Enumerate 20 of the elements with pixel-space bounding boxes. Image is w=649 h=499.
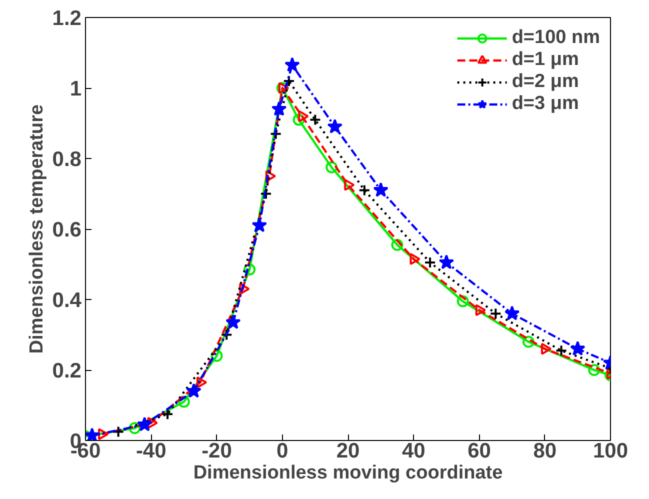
x-tick-label: 0 [276,440,288,462]
y-tick-label: 0.2 [52,360,82,382]
y-tick-label: 0.6 [52,218,82,242]
x-axis-title: Dimensionless moving coordinate [193,462,503,484]
y-tick-label: 0.4 [52,289,82,312]
legend-label: d=100 nm [512,27,600,49]
x-tick-label: 60 [468,440,491,462]
x-tick-label: -20 [202,440,232,462]
x-tick-label: 80 [533,440,557,462]
y-tick-label: 0.8 [52,148,82,171]
legend-label: d=2 μm [512,71,579,93]
legend-label: d=3 μm [512,93,579,115]
x-tick-label: 40 [402,440,426,462]
legend-label: d=1 μm [512,49,579,71]
y-tick-label: 1 [70,78,82,100]
x-tick-label: -40 [136,440,166,462]
x-tick-label: 100 [592,440,628,462]
y-axis-title: Dimensionless temperature [26,104,48,354]
y-tick-label: 1.2 [52,7,82,30]
x-tick-label: 20 [336,440,360,462]
